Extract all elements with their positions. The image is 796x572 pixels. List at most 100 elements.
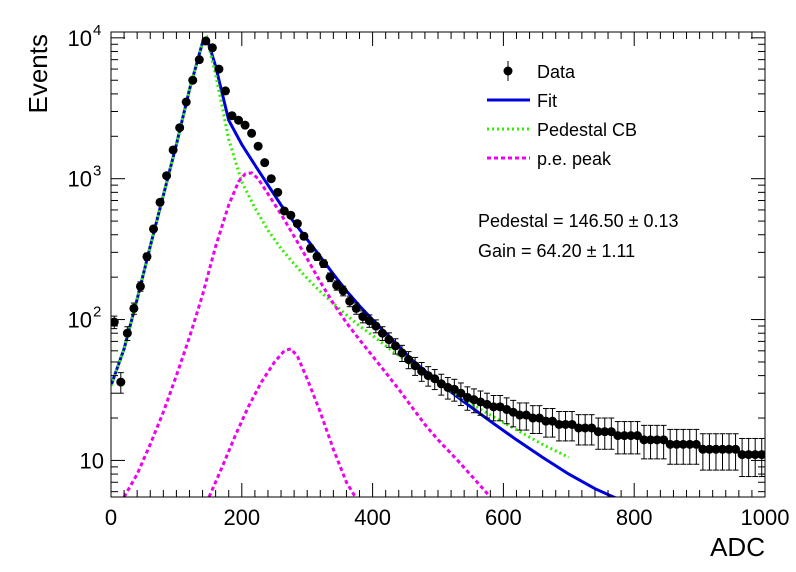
data-point (711, 444, 721, 454)
data-point (717, 444, 727, 454)
y-tick-exponent: 4 (93, 22, 101, 39)
data-point (292, 219, 302, 229)
data-point (672, 439, 682, 449)
data-point (247, 128, 257, 138)
data-point (260, 158, 270, 168)
data-point (685, 439, 695, 449)
data-point (652, 435, 662, 445)
data-point (600, 427, 610, 437)
fit-result-text: Gain = 64.20 ± 1.11 (478, 241, 635, 261)
data-point (593, 427, 603, 437)
data-point (371, 321, 381, 331)
data-point (750, 450, 760, 460)
data-point (404, 355, 414, 365)
data-point (253, 141, 263, 151)
x-axis: 0 200 400 600 800 1000 (105, 32, 789, 530)
data-point (319, 259, 329, 269)
data-point (574, 423, 584, 433)
legend-label: Data (537, 62, 576, 82)
data-point (528, 413, 538, 423)
data-point (646, 435, 656, 445)
x-tick-label: 0 (105, 505, 117, 530)
data-point (639, 435, 649, 445)
data-point (678, 439, 688, 449)
series-line-p-e-peak-2 (207, 347, 358, 497)
data-point (279, 206, 289, 216)
data-point (698, 444, 708, 454)
data-point (390, 341, 400, 351)
data-point (384, 335, 394, 345)
data-point (619, 431, 629, 441)
data-point (430, 374, 440, 384)
data-point (299, 231, 309, 241)
data-point (194, 55, 204, 65)
data-point (135, 281, 145, 291)
series-line-p-e-peak (122, 171, 492, 497)
data-point (665, 439, 675, 449)
data-point (122, 328, 132, 338)
legend-label: Fit (537, 91, 557, 111)
y-tick-label: 10 (68, 26, 92, 51)
data-point (757, 450, 765, 460)
y-tick-label: 10 (80, 448, 104, 473)
fit-results: Pedestal = 146.50 ± 0.13 Gain = 64.20 ± 1… (478, 211, 679, 261)
data-point (345, 296, 355, 306)
data-point (149, 224, 159, 234)
data-point (554, 419, 564, 429)
data-point (266, 174, 276, 184)
data-point (162, 171, 172, 181)
y-tick-label: 10 (68, 308, 92, 333)
data-point (332, 280, 342, 290)
legend: Data Fit Pedestal CB p.e. peak (487, 61, 637, 169)
fit-result-text: Pedestal = 146.50 ± 0.13 (478, 211, 679, 231)
data-point (338, 286, 348, 296)
data-point (325, 272, 335, 282)
data-point (214, 64, 224, 74)
data-point (561, 419, 571, 429)
data-point (358, 312, 368, 322)
x-tick-label: 800 (616, 505, 653, 530)
data-point (541, 416, 551, 426)
data-point (691, 439, 701, 449)
data-point (168, 145, 178, 155)
data-point (181, 97, 191, 107)
data-point (240, 120, 250, 130)
data-point (417, 366, 427, 376)
data-point (351, 303, 361, 313)
data-point (737, 450, 747, 460)
data-point (312, 252, 322, 262)
data-point (704, 444, 714, 454)
data-point (626, 431, 636, 441)
data-point (632, 431, 642, 441)
data-point (515, 410, 525, 420)
data-point (613, 431, 623, 441)
data-point (155, 197, 165, 207)
y-axis-label: Events (23, 34, 53, 114)
data-point (305, 243, 315, 253)
data-point (724, 444, 734, 454)
data-point (410, 361, 420, 371)
data-point (606, 427, 616, 437)
data-point (234, 115, 244, 125)
data-point (286, 210, 296, 220)
legend-label: p.e. peak (537, 149, 612, 169)
data-point (377, 328, 387, 338)
data-point (587, 423, 597, 433)
y-tick-exponent: 3 (93, 163, 101, 180)
y-tick-exponent: 2 (93, 304, 101, 321)
data-point (744, 450, 754, 460)
data-point (220, 86, 230, 96)
x-tick-label: 600 (485, 505, 522, 530)
legend-marker (503, 66, 513, 76)
data-point (580, 423, 590, 433)
data-point (273, 187, 283, 197)
data-point (129, 303, 139, 313)
x-tick-label: 400 (354, 505, 391, 530)
data-point (227, 111, 237, 121)
data-point (731, 444, 741, 454)
data-points (111, 36, 765, 478)
data-point (489, 402, 499, 412)
data-point (188, 75, 198, 85)
